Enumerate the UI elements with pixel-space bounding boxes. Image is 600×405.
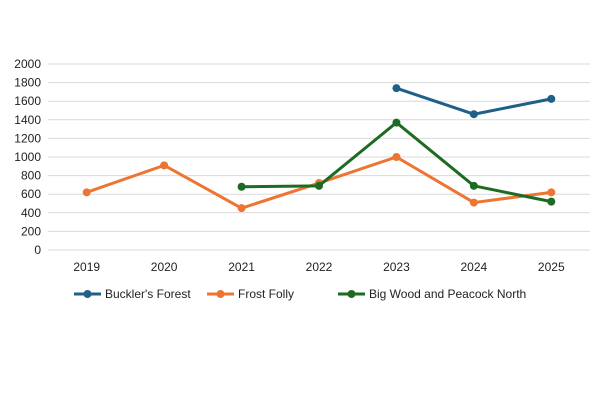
y-tick-label: 0: [34, 243, 41, 257]
legend-label: Frost Folly: [238, 287, 294, 301]
x-tick-label: 2025: [538, 260, 565, 274]
data-point: [82, 188, 91, 197]
x-tick-label: 2020: [151, 260, 178, 274]
legend-swatch-marker: [216, 290, 225, 298]
data-point: [315, 181, 323, 190]
y-tick-label: 2000: [14, 57, 41, 71]
y-tick-label: 1800: [14, 76, 41, 90]
data-point: [237, 182, 246, 191]
x-tick-label: 2021: [228, 260, 255, 274]
x-tick-label: 2019: [73, 260, 100, 274]
data-point: [392, 153, 401, 161]
x-tick-label: 2023: [383, 260, 410, 274]
data-point: [160, 161, 169, 170]
data-point: [392, 84, 401, 93]
y-tick-label: 1000: [14, 150, 41, 164]
legend-label: Big Wood and Peacock North: [369, 287, 526, 301]
data-point: [469, 181, 478, 190]
series-line-2: [241, 121, 552, 204]
data-point: [237, 204, 246, 213]
data-point: [547, 197, 556, 206]
data-point: [469, 110, 478, 119]
y-tick-label: 800: [21, 169, 41, 183]
y-tick-label: 1200: [14, 131, 41, 145]
data-point: [547, 94, 556, 103]
data-point: [392, 118, 401, 127]
y-tick-label: 1600: [14, 94, 41, 108]
data-point: [547, 188, 556, 197]
y-tick-label: 1400: [14, 113, 41, 127]
legend-label: Buckler's Forest: [105, 287, 191, 301]
data-point: [469, 198, 478, 207]
legend-swatch-marker: [83, 290, 92, 298]
y-tick-label: 200: [21, 224, 41, 238]
y-tick-label: 600: [21, 187, 41, 201]
x-tick-label: 2024: [461, 260, 488, 274]
x-tick-label: 2022: [306, 260, 333, 274]
y-tick-label: 400: [21, 206, 41, 220]
legend-swatch-marker: [347, 290, 356, 298]
